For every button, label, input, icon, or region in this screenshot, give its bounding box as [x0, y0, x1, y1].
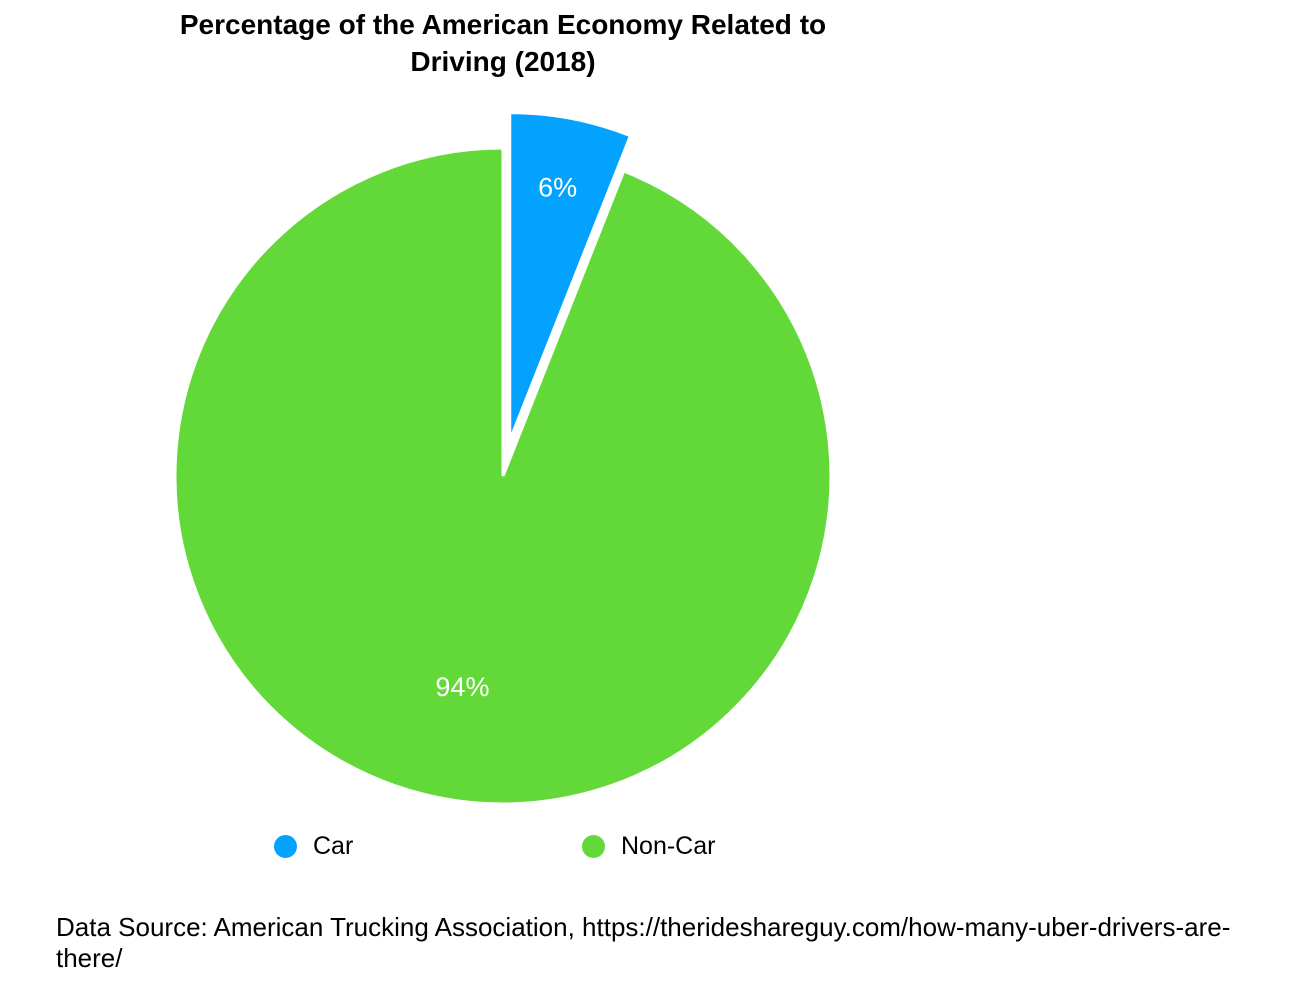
legend-label-car: Car [313, 831, 354, 860]
slice-label-non-car: 94% [435, 672, 489, 702]
slice-label-car: 6% [538, 172, 577, 202]
legend-swatch-car [274, 834, 297, 858]
pie-slice-non-car [173, 146, 833, 806]
legend-label-non-car: Non-Car [621, 831, 716, 860]
legend-item-non-car: Non-Car [582, 828, 715, 864]
data-source-note: Data Source: American Trucking Associati… [56, 912, 1231, 973]
pie-slice-car [508, 111, 633, 442]
legend-swatch-non-car [582, 834, 605, 858]
chart-title: Percentage of the American Economy Relat… [179, 9, 827, 77]
legend: Car Non-Car [0, 828, 1298, 864]
legend-item-car: Car [274, 828, 353, 864]
